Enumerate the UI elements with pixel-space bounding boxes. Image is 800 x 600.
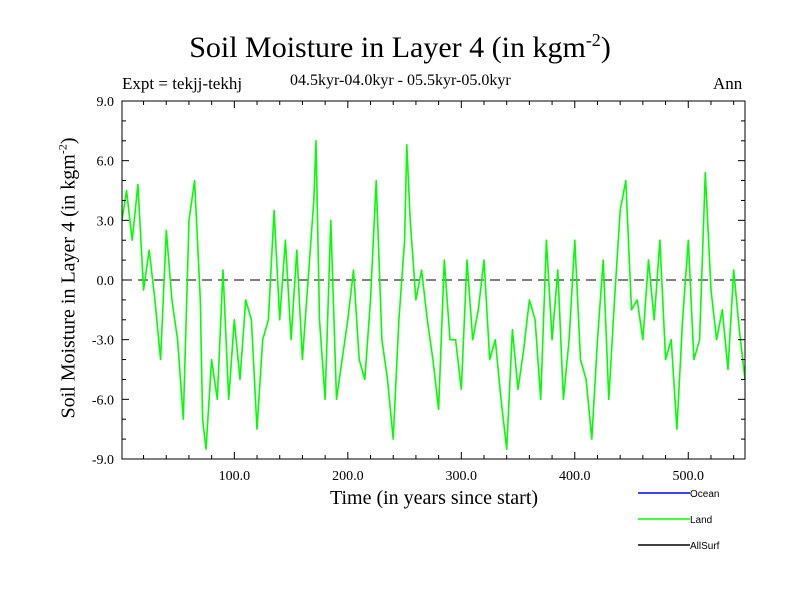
axis-layer: -9.0 -6.0 -3.0 0.0 3.0 6.0 9.0 100.0 200.0 300.0 4… — [92, 95, 746, 484]
x-tick-label: 400.0 — [559, 469, 591, 484]
y-tick-label: 3.0 — [97, 214, 115, 229]
x-tick-label: 500.0 — [673, 469, 705, 484]
y-tick-label: -3.0 — [92, 334, 114, 349]
y-tick-label: 9.0 — [97, 95, 115, 110]
y-tick-label: -9.0 — [92, 453, 114, 468]
x-axis-label: Time (in years since start) — [329, 487, 539, 509]
series-layer — [121, 140, 746, 450]
x-tick-label: 200.0 — [332, 469, 364, 484]
x-tick-label: 100.0 — [219, 469, 251, 484]
legend-label-ocean: Ocean — [690, 489, 719, 500]
experiment-label: Expt = tekjj-tekhj — [122, 74, 243, 93]
chart-subtitle: 04.5kyr-04.0kyr - 05.5kyr-05.0kyr — [290, 72, 511, 89]
y-tick-label: -6.0 — [92, 393, 114, 408]
y-tick-label: 6.0 — [97, 155, 115, 170]
legend: Ocean Land AllSurf — [638, 489, 720, 552]
chart-title: Soil Moisture in Layer 4 (in kgm-2) — [189, 30, 611, 64]
legend-label-land: Land — [690, 515, 712, 526]
season-label: Ann — [713, 74, 743, 93]
series-line-land — [121, 140, 746, 450]
y-axis-label: Soil Moisture in Layer 4 (in kgm-2) — [55, 137, 80, 419]
x-tick-label: 300.0 — [446, 469, 478, 484]
legend-label-allsurf: AllSurf — [690, 541, 720, 552]
y-tick-label: 0.0 — [97, 274, 115, 289]
